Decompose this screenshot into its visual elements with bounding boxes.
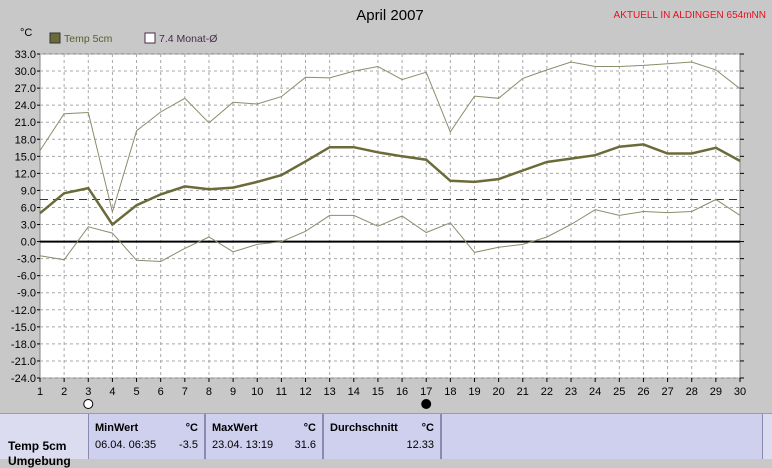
min-datetime: 06.04. 06:35 [95,439,157,451]
chart-area: 33.0 30.0 27.0 24.0 21.0 18.0 15.0 12.0 9.0 6.0 3.… [11,7,766,409]
x-tick-label: 29 [710,386,722,398]
chart-title: April 2007 [356,7,424,24]
empty-stat-cell [441,414,763,459]
x-tick-label: 17 [420,386,432,398]
min-unit: °C [185,422,198,434]
x-tick-label: 1 [37,386,43,398]
y-tick-label: -6.0 [17,271,36,283]
y-tick-label: 18.0 [15,134,36,146]
series-line-max [39,61,741,214]
y-tick-label: 21.0 [15,117,36,129]
y-tick-label: -24.0 [11,373,36,385]
y-tick-label: 27.0 [15,83,36,95]
x-tick-label: 28 [686,386,698,398]
x-tick-label: 4 [109,386,115,398]
min-value-cell: MinWert °C 06.04. 06:35 -3.5 [88,414,205,459]
x-tick-label: 10 [251,386,263,398]
station-note: AKTUELL IN ALDINGEN 654mNN [614,10,766,21]
temperature-chart: 33.030.027.024.021.018.015.012.09.06.03.… [11,7,766,409]
min-value: -3.5 [179,439,198,451]
x-tick-label: 18 [444,386,456,398]
y-tick-label: -12.0 [11,305,36,317]
min-header: MinWert [95,422,139,434]
series-row-label: Temp 5cm [8,439,67,453]
average-cell: Durchschnitt °C 12.33 [323,414,441,459]
x-tick-label: 11 [276,386,287,398]
series-line-mean [39,143,741,227]
x-tick-label: 14 [348,386,360,398]
legend-label-average: 7.4 Monat-Ø [159,33,217,45]
y-tick-label: 15.0 [15,151,36,163]
x-tick-label: 9 [230,386,236,398]
moon-full-icon [83,399,94,409]
max-header: MaxWert [212,422,258,434]
x-tick-label: 24 [589,386,601,398]
x-tick-label: 6 [158,386,164,398]
legend-swatch-temp [49,32,61,44]
x-tick-label: 12 [299,386,311,398]
statistics-panel: Temp 5cm Umgebung MinWert °C 06.04. 06:3… [0,413,772,468]
average-header: Durchschnitt [330,422,398,434]
y-tick-label: 6.0 [21,202,36,214]
x-tick-label: 3 [85,386,91,398]
x-tick-label: 19 [468,386,480,398]
average-unit: °C [421,422,434,434]
max-datetime: 23.04. 13:19 [212,439,274,451]
max-unit: °C [303,422,316,434]
y-tick-label: 24.0 [15,100,36,112]
x-tick-label: 21 [517,386,529,398]
y-tick-label: -21.0 [11,356,36,368]
x-tick-label: 23 [565,386,577,398]
x-tick-label: 2 [61,386,67,398]
legend-swatch-average [144,32,156,44]
moon-new-icon [421,399,432,409]
y-tick-label: -3.0 [17,254,36,266]
y-tick-label: -9.0 [17,288,36,300]
x-tick-label: 13 [324,386,336,398]
y-tick-label: -18.0 [11,339,36,351]
average-value: 12.33 [406,439,434,451]
max-value: 31.6 [294,439,316,451]
x-tick-label: 22 [541,386,553,398]
x-tick-label: 7 [182,386,188,398]
legend-label-temp: Temp 5cm [64,33,113,45]
x-tick-label: 27 [661,386,673,398]
y-tick-label: 12.0 [15,168,36,180]
y-tick-label: 33.0 [15,49,36,61]
x-tick-label: 15 [372,386,384,398]
x-tick-label: 20 [492,386,504,398]
y-tick-label: 9.0 [21,185,36,197]
y-tick-label: -15.0 [11,322,36,334]
x-tick-label: 30 [734,386,746,398]
x-tick-label: 26 [637,386,649,398]
max-value-cell: MaxWert °C 23.04. 13:19 31.6 [205,414,323,459]
x-tick-label: 8 [206,386,212,398]
x-tick-label: 25 [613,386,625,398]
y-tick-label: 0.0 [21,237,36,249]
plot-background [39,53,741,379]
y-tick-label: 30.0 [15,66,36,78]
series-line-min [39,198,741,263]
y-tick-label: 3.0 [21,220,36,232]
series-row-label-2: Umgebung [8,454,71,468]
x-tick-label: 5 [133,386,139,398]
y-axis-unit-label: °C [20,27,32,39]
x-tick-label: 16 [396,386,408,398]
